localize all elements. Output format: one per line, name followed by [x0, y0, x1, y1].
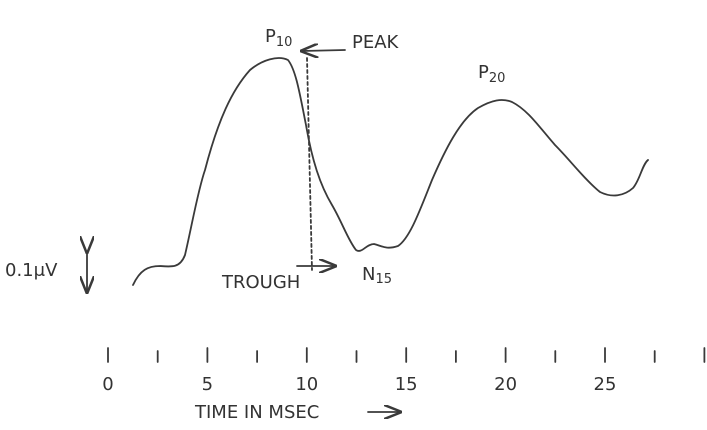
label-letter: N — [362, 264, 375, 285]
x-axis: 0 5 10 15 20 25 — [102, 348, 704, 395]
diagram: P10 PEAK P20 N15 TROUGH 0.1μV 0510152025… — [0, 0, 707, 430]
tick-label: 5 — [202, 374, 213, 395]
label-sub: 15 — [375, 272, 392, 287]
tick-label: 10 — [295, 374, 318, 395]
label-sub: 10 — [276, 35, 293, 50]
peak-arrow — [302, 50, 345, 51]
peak-line — [307, 58, 312, 270]
scale-label: 0.1μV — [5, 260, 58, 281]
n15-label: N15 — [362, 264, 392, 287]
tick-label: 20 — [494, 374, 517, 395]
label-sub: 20 — [489, 71, 506, 86]
label-letter: P — [478, 62, 489, 83]
p20-label: P20 — [478, 62, 505, 86]
label-letter: P — [265, 26, 276, 47]
tick-label: 15 — [395, 374, 418, 395]
p10-label: P10 — [265, 26, 292, 50]
tick-label: 25 — [594, 374, 617, 395]
trough-label: TROUGH — [221, 272, 300, 293]
axis-title: TIME IN MSEC — [194, 402, 319, 423]
peak-label: PEAK — [352, 32, 400, 53]
tick-label: 0 — [102, 374, 113, 395]
waveform — [133, 58, 648, 285]
